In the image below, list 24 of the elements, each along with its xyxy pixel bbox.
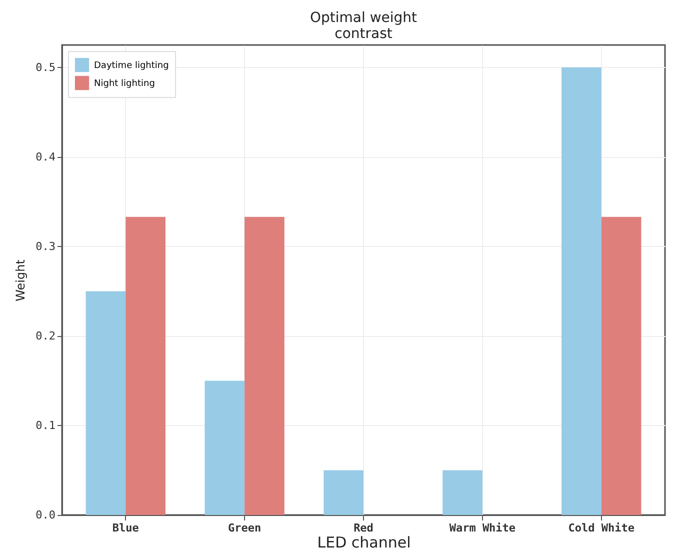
bar (204, 380, 245, 515)
bar (126, 216, 166, 515)
x-tick-label: Red (354, 522, 374, 534)
y-tick-label: 0.0 (36, 508, 56, 522)
legend-label: Daytime lighting (94, 61, 169, 71)
bar (601, 216, 642, 515)
x-axis-title: LED channel (317, 534, 411, 552)
y-axis-title: Weight (14, 259, 28, 302)
legend-label: Night lighting (94, 79, 155, 89)
bar (442, 470, 482, 515)
bar (562, 67, 602, 515)
y-tick-label: 0.2 (36, 329, 56, 342)
bar (86, 291, 126, 515)
x-tick-label: Green (228, 522, 262, 534)
chart-title: Optimal weight contrast (310, 10, 418, 42)
bar (324, 470, 364, 515)
y-tick-label: 0.3 (36, 240, 56, 253)
y-tick-label: 0.1 (36, 418, 56, 432)
x-tick-label: Warm White (449, 522, 516, 534)
x-tick-label: Cold White (568, 522, 635, 534)
bar (244, 216, 284, 515)
y-tick-label: 0.5 (36, 60, 56, 74)
y-tick-label: 0.4 (36, 150, 56, 164)
x-tick-label: Blue (112, 522, 140, 534)
